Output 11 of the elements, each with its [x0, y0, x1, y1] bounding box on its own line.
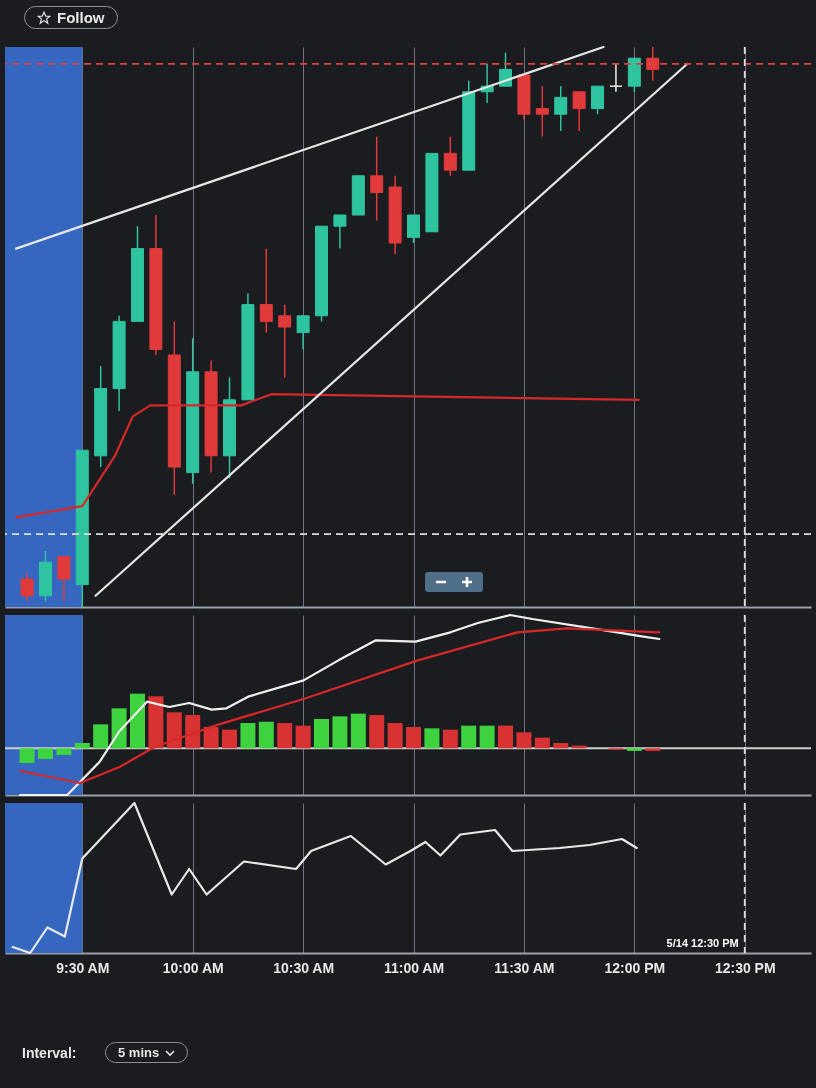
x-tick-label: 11:00 AM [383, 959, 445, 976]
x-tick-label: 11:30 AM [494, 959, 555, 976]
x-tick-label: 12:00 PM [604, 959, 666, 976]
x-tick-label: 9:30 AM [56, 959, 110, 976]
x-tick-label: 10:30 AM [273, 959, 335, 976]
text: 5 mins [118, 1045, 160, 1060]
ref-line-label: 5/14 12:30 PM [666, 937, 739, 949]
x-tick-label: 10:00 AM [162, 959, 224, 976]
text: Follow [57, 9, 105, 26]
x-tick-label: 12:30 PM [714, 959, 776, 976]
text: Interval: [22, 1045, 77, 1061]
